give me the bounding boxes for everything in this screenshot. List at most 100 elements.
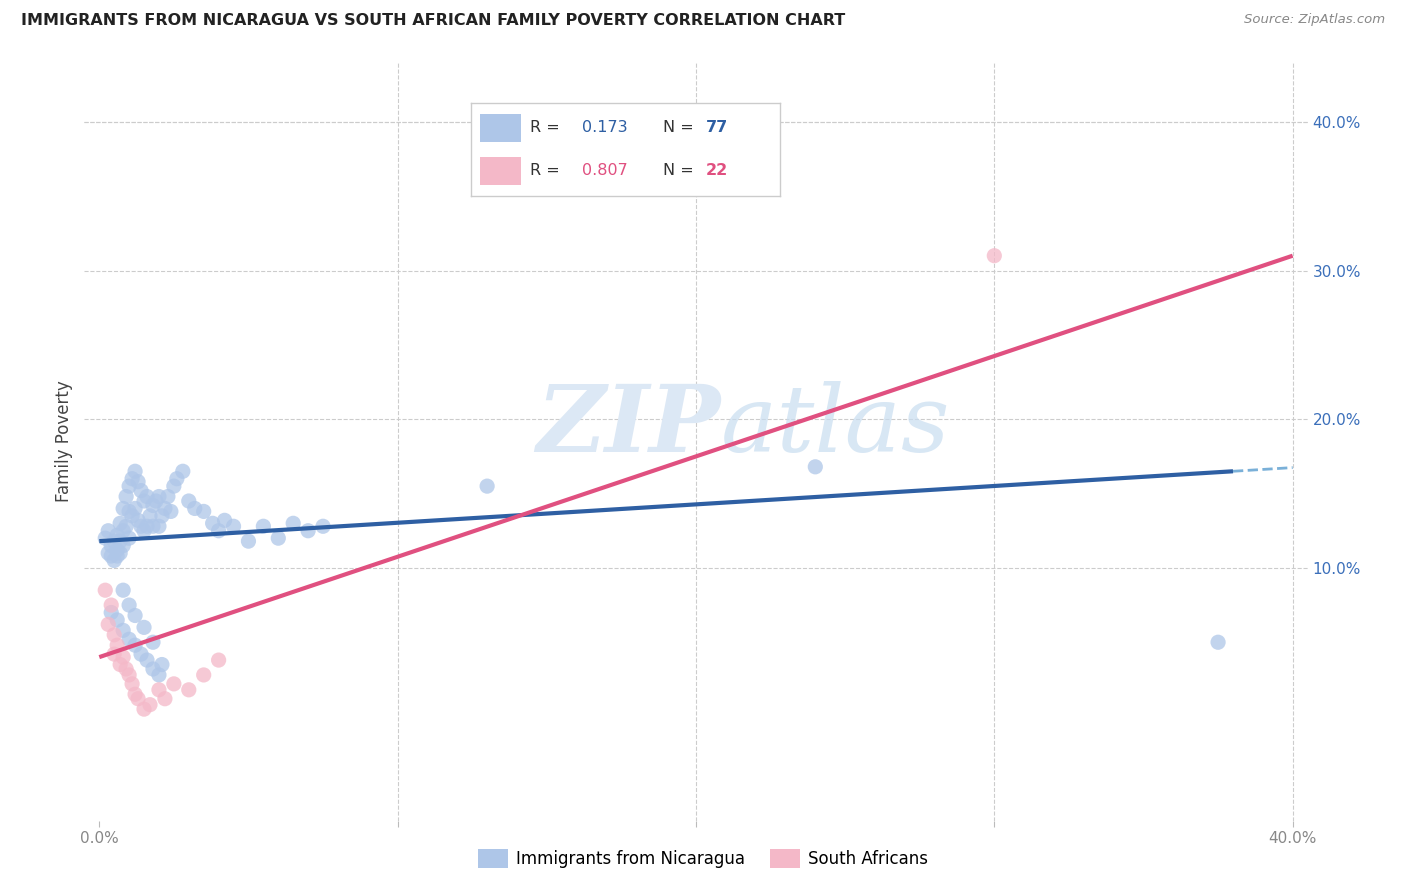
Text: atlas: atlas: [720, 382, 950, 471]
Point: [103, 628, 125, 642]
Point: [156, 490, 179, 504]
Text: 0.173: 0.173: [582, 120, 628, 136]
Point: [100, 598, 122, 612]
FancyBboxPatch shape: [481, 114, 520, 142]
Point: [115, 490, 138, 504]
Point: [139, 508, 162, 523]
Point: [150, 508, 173, 523]
Text: R =: R =: [530, 163, 565, 178]
Text: ZIP: ZIP: [536, 382, 720, 471]
Point: [121, 472, 143, 486]
Point: [115, 662, 138, 676]
Y-axis label: Family Poverty: Family Poverty: [55, 381, 73, 502]
Point: [142, 499, 165, 513]
Point: [142, 662, 165, 676]
Text: IMMIGRANTS FROM NICARAGUA VS SOUTH AFRICAN FAMILY POVERTY CORRELATION CHART: IMMIGRANTS FROM NICARAGUA VS SOUTH AFRIC…: [21, 13, 845, 29]
Point: [163, 677, 186, 691]
Point: [121, 508, 143, 523]
Point: [100, 549, 122, 563]
Point: [118, 531, 141, 545]
Point: [207, 653, 229, 667]
Point: [132, 702, 155, 716]
Point: [108, 534, 131, 549]
Point: [201, 516, 224, 531]
Point: [94, 583, 117, 598]
Text: 22: 22: [706, 163, 728, 178]
Point: [148, 519, 170, 533]
Point: [1206, 635, 1229, 649]
Point: [139, 698, 162, 712]
Point: [153, 691, 176, 706]
Text: 0.807: 0.807: [582, 163, 628, 178]
Point: [103, 647, 125, 661]
Point: [222, 519, 245, 533]
Point: [118, 479, 141, 493]
Text: R =: R =: [530, 120, 565, 136]
Point: [112, 650, 135, 665]
Point: [112, 539, 135, 553]
Point: [132, 620, 155, 634]
FancyBboxPatch shape: [481, 157, 520, 185]
Point: [112, 501, 135, 516]
Point: [160, 504, 183, 518]
Point: [136, 490, 159, 504]
Point: [132, 524, 155, 538]
Point: [118, 632, 141, 647]
Point: [124, 687, 146, 701]
Text: N =: N =: [662, 120, 699, 136]
Point: [804, 459, 827, 474]
Point: [129, 519, 152, 533]
Text: Source: ZipAtlas.com: Source: ZipAtlas.com: [1244, 13, 1385, 27]
Legend: Immigrants from Nicaragua, South Africans: Immigrants from Nicaragua, South African…: [471, 842, 935, 875]
Point: [207, 524, 229, 538]
Point: [105, 528, 128, 542]
Point: [105, 543, 128, 558]
Point: [148, 668, 170, 682]
Point: [193, 504, 215, 518]
Point: [118, 504, 141, 518]
Text: N =: N =: [662, 163, 699, 178]
Point: [105, 549, 128, 563]
Point: [127, 475, 149, 489]
Point: [124, 638, 146, 652]
Point: [103, 553, 125, 567]
Point: [97, 617, 120, 632]
Point: [105, 638, 128, 652]
Point: [193, 668, 215, 682]
Point: [97, 524, 120, 538]
Point: [97, 546, 120, 560]
Point: [177, 494, 200, 508]
Point: [118, 598, 141, 612]
Point: [214, 513, 236, 527]
Point: [108, 546, 131, 560]
Point: [112, 583, 135, 598]
Text: 77: 77: [706, 120, 728, 136]
Point: [94, 531, 117, 545]
Point: [108, 516, 131, 531]
Point: [100, 606, 122, 620]
Point: [124, 608, 146, 623]
Point: [238, 534, 260, 549]
Point: [129, 483, 152, 498]
Point: [118, 668, 141, 682]
Point: [153, 501, 176, 516]
Point: [297, 524, 319, 538]
Point: [142, 519, 165, 533]
Point: [283, 516, 305, 531]
Point: [148, 490, 170, 504]
Point: [166, 472, 188, 486]
Point: [112, 624, 135, 638]
Point: [112, 524, 135, 538]
Point: [148, 682, 170, 697]
Point: [124, 501, 146, 516]
Point: [115, 519, 138, 533]
Point: [475, 479, 498, 493]
Point: [136, 519, 159, 533]
Point: [124, 464, 146, 478]
Point: [132, 494, 155, 508]
Point: [267, 531, 290, 545]
Point: [145, 494, 167, 508]
Point: [184, 501, 207, 516]
Point: [252, 519, 274, 533]
Point: [983, 249, 1005, 263]
